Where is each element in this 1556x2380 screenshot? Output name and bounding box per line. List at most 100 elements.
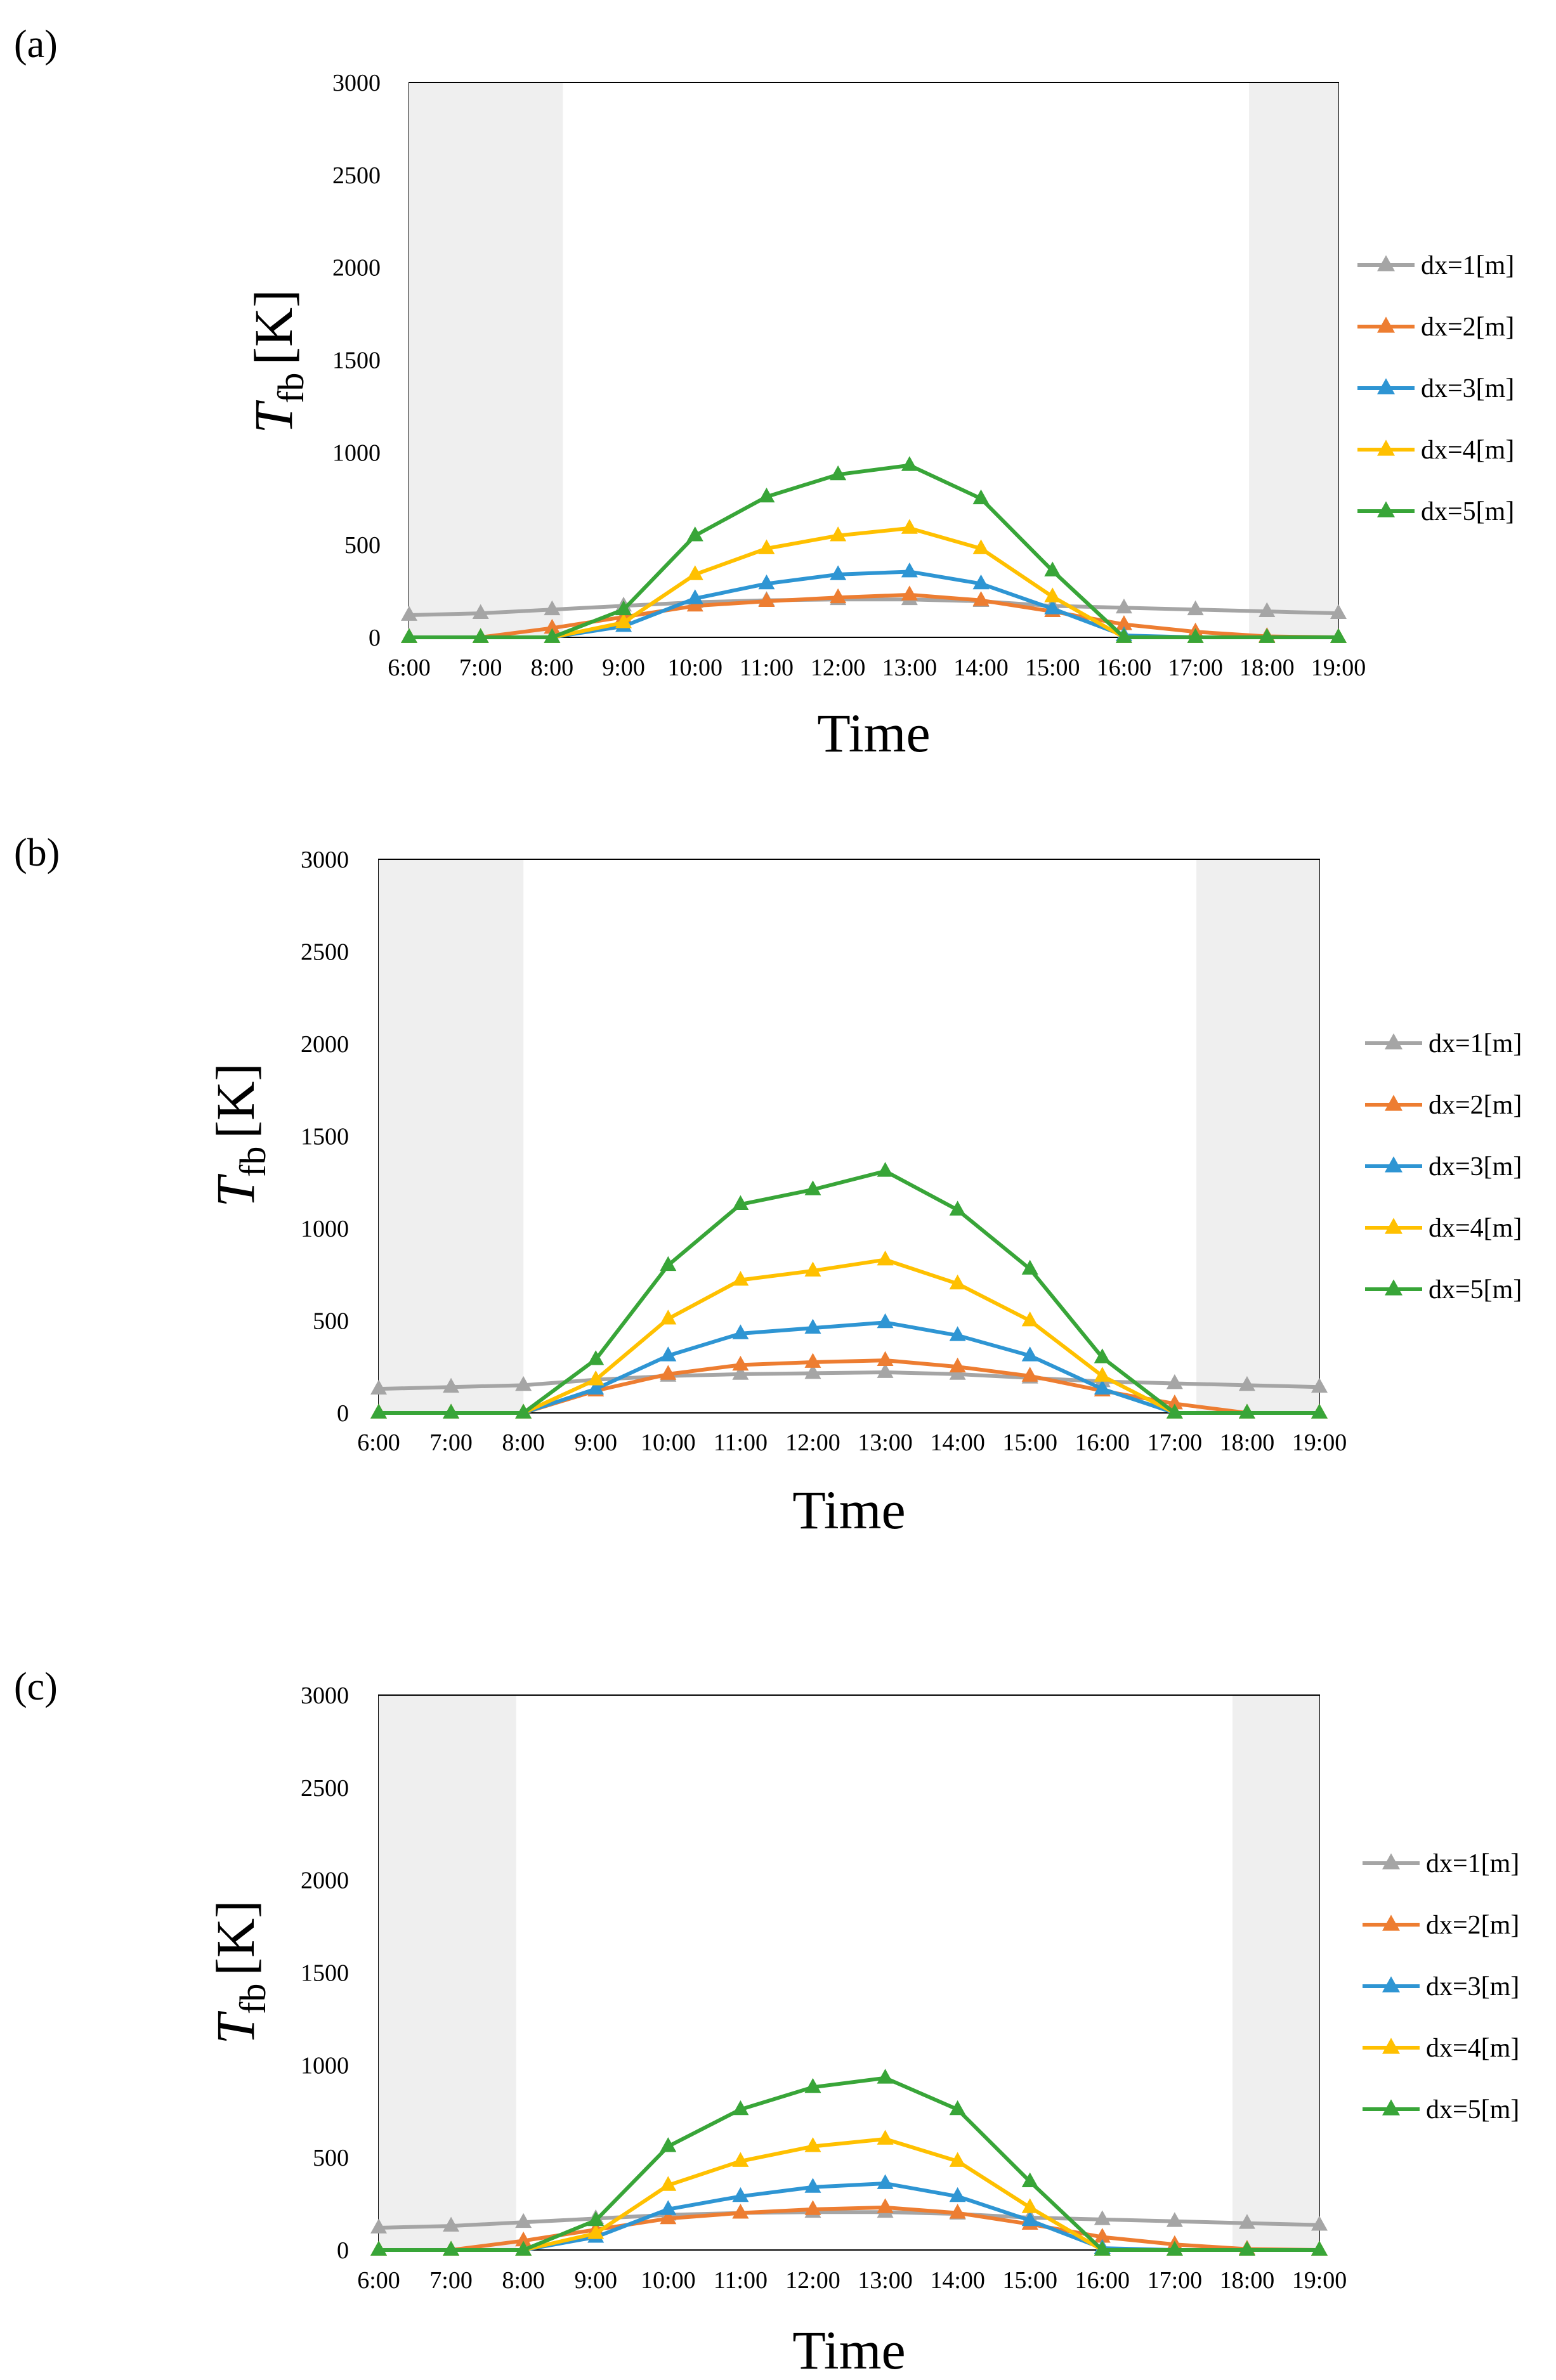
- data-point: [1166, 2240, 1183, 2256]
- data-point: [660, 1346, 677, 1362]
- data-point: [686, 526, 703, 542]
- data-point: [660, 1256, 677, 1271]
- data-point: [732, 2204, 749, 2219]
- y-tick-label: 3000: [301, 847, 349, 873]
- legend-item: dx=1[m]: [1363, 1849, 1519, 1878]
- y-tick-label: 2500: [301, 939, 349, 966]
- x-tick-label: 12:00: [785, 2267, 840, 2294]
- data-point: [877, 1313, 894, 1329]
- legend-item: dx=2[m]: [1363, 1911, 1519, 1940]
- x-tick-label: 9:00: [574, 2267, 617, 2294]
- legend-item: dx=3[m]: [1365, 1152, 1522, 1181]
- data-point: [472, 628, 489, 643]
- data-point: [587, 1350, 605, 1365]
- data-point: [877, 1351, 894, 1366]
- x-axis-title: Time: [792, 1479, 905, 1540]
- x-tick-label: 16:00: [1075, 1429, 1130, 1456]
- data-point: [758, 487, 775, 503]
- y-tick-label: 0: [337, 1400, 349, 1427]
- data-point: [1330, 604, 1347, 619]
- legend-item: dx=5[m]: [1357, 497, 1514, 526]
- legend-marker: [1382, 1915, 1400, 1931]
- y-tick-label: 1500: [332, 348, 381, 374]
- y-axis-title-unit: [K]: [243, 289, 304, 365]
- y-tick-label: 500: [313, 1308, 349, 1335]
- data-point: [732, 2187, 749, 2202]
- chart-panel-3: (c) 0 500 1000 1500 2000 2500 3000 6:00 7:00 8:00 9…: [14, 1665, 1519, 2380]
- data-point: [1259, 602, 1276, 618]
- legend-marker: [1377, 501, 1395, 517]
- y-axis-title-symbol: T: [205, 2011, 266, 2045]
- data-point: [732, 2100, 749, 2116]
- shaded-region: [1232, 1696, 1319, 2249]
- data-point: [949, 2187, 966, 2202]
- x-tick-label: 12:00: [811, 654, 866, 681]
- x-tick-label: 18:00: [1220, 2267, 1275, 2294]
- data-point: [660, 2200, 677, 2215]
- data-point: [1094, 2228, 1111, 2243]
- legend-marker: [1377, 316, 1395, 333]
- data-point: [1238, 1375, 1255, 1391]
- data-point: [660, 2176, 677, 2191]
- data-point: [732, 2152, 749, 2167]
- legend-label: dx=3[m]: [1426, 1972, 1519, 2001]
- data-point: [732, 1195, 749, 1211]
- data-point: [949, 1200, 966, 1216]
- legend-item: dx=1[m]: [1357, 251, 1514, 280]
- data-point: [1238, 2214, 1255, 2229]
- legend-marker: [1385, 1156, 1402, 1173]
- x-tick-label: 6:00: [357, 1429, 400, 1456]
- data-point: [1115, 628, 1132, 643]
- legend: dx=1[m] dx=2[m] dx=3[m] dx=4[m] dx=5[m]: [1363, 1849, 1519, 2124]
- data-point: [1044, 561, 1061, 576]
- data-point: [732, 1324, 749, 1339]
- data-point: [615, 613, 632, 628]
- data-point: [515, 2231, 532, 2247]
- data-point: [949, 1326, 966, 1341]
- data-point: [1094, 2210, 1111, 2225]
- data-point: [1166, 1403, 1183, 1419]
- data-point: [370, 2218, 387, 2234]
- x-tick-label: 19:00: [1292, 2267, 1347, 2294]
- y-tick-label: 3000: [301, 1682, 349, 1709]
- y-tick-label: 2500: [301, 1775, 349, 1802]
- y-tick-label: 2000: [332, 255, 381, 282]
- data-point: [660, 1365, 677, 1380]
- data-point: [758, 592, 775, 608]
- y-axis-title-subscript: fb: [232, 1147, 273, 1177]
- legend-marker: [1382, 1853, 1400, 1870]
- shaded-region: [1249, 83, 1338, 637]
- x-tick-label: 13:00: [882, 654, 938, 681]
- data-point: [1021, 2211, 1038, 2227]
- data-point: [370, 2240, 387, 2256]
- data-point: [804, 1180, 821, 1195]
- data-point: [1238, 1403, 1255, 1419]
- legend-item: dx=5[m]: [1365, 1275, 1522, 1304]
- data-point: [901, 585, 918, 601]
- x-tick-label: 14:00: [930, 2267, 985, 2294]
- data-point: [732, 1270, 749, 1286]
- data-point: [877, 2174, 894, 2189]
- x-tick-label: 6:00: [357, 2267, 400, 2294]
- data-point: [660, 1310, 677, 1325]
- legend-item: dx=2[m]: [1357, 313, 1514, 342]
- data-point: [472, 604, 489, 619]
- x-tick-label: 9:00: [602, 654, 645, 681]
- y-axis-title-subscript: fb: [270, 373, 311, 403]
- data-point: [1166, 1394, 1183, 1410]
- legend-label: dx=5[m]: [1421, 497, 1514, 526]
- data-point: [587, 1370, 605, 1386]
- x-tick-label: 11:00: [714, 1429, 768, 1456]
- legend-label: dx=1[m]: [1421, 251, 1514, 280]
- data-point: [830, 588, 847, 604]
- data-point: [877, 2130, 894, 2145]
- y-tick-label: 500: [313, 2145, 349, 2171]
- shaded-region: [379, 1696, 516, 2249]
- legend-label: dx=2[m]: [1421, 313, 1514, 342]
- x-tick-label: 19:00: [1292, 1429, 1347, 1456]
- x-tick-label: 17:00: [1168, 654, 1223, 681]
- legend-marker: [1382, 2099, 1400, 2116]
- series-line: [409, 592, 1339, 639]
- legend-label: dx=1[m]: [1426, 1849, 1519, 1878]
- data-point: [587, 1379, 605, 1395]
